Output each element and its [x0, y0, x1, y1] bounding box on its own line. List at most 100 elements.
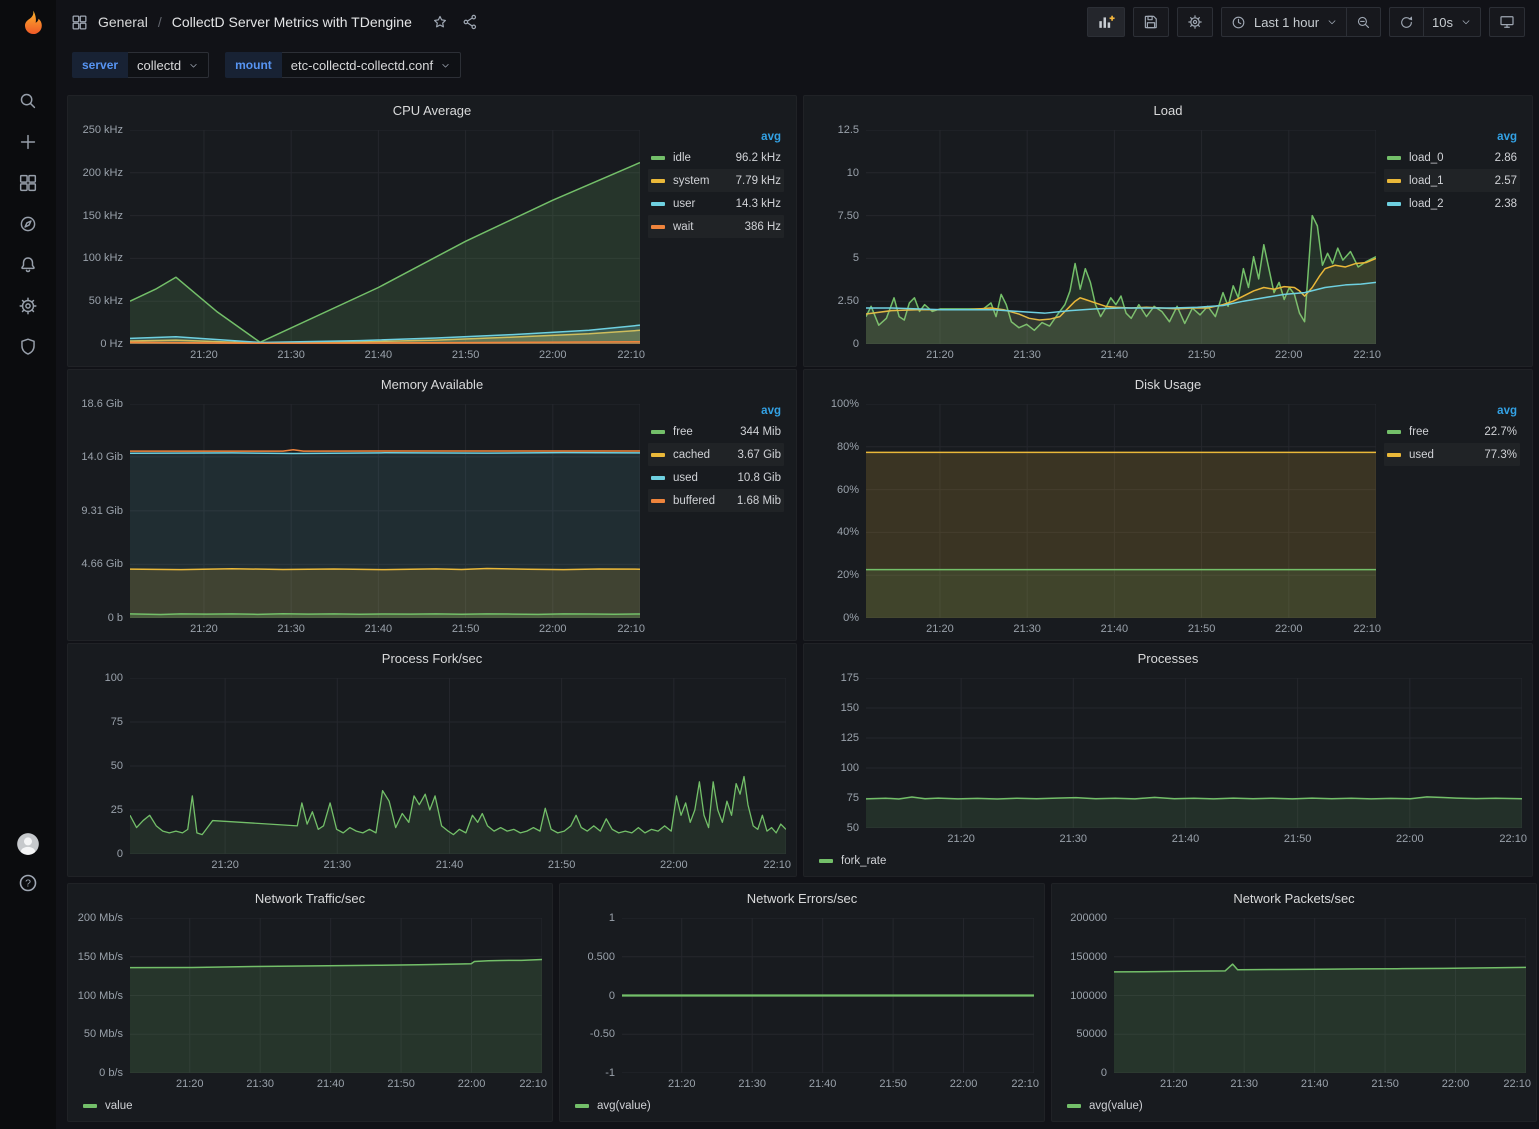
- legend-item[interactable]: used77.3%: [1384, 443, 1520, 466]
- panel-title[interactable]: Memory Available: [68, 370, 796, 398]
- legend-swatch-icon[interactable]: [651, 476, 665, 480]
- legend-item[interactable]: load_12.57: [1384, 169, 1520, 192]
- legend-item[interactable]: fork_rate: [816, 849, 889, 872]
- chart-canvas[interactable]: [130, 678, 786, 854]
- x-axis-label: 21:40: [365, 623, 393, 635]
- legend-item[interactable]: value: [80, 1094, 136, 1117]
- x-axis-label: 22:00: [1275, 349, 1303, 361]
- y-axis-label: 75: [847, 792, 859, 804]
- share-icon[interactable]: [461, 13, 479, 31]
- grafana-logo[interactable]: [0, 0, 56, 44]
- legend-item[interactable]: used10.8 Gib: [648, 466, 784, 489]
- x-axis-label: 21:40: [317, 1078, 345, 1090]
- legend-item[interactable]: system7.79 kHz: [648, 169, 784, 192]
- legend-item[interactable]: load_22.38: [1384, 192, 1520, 215]
- chart-canvas[interactable]: [866, 678, 1522, 828]
- legend-item[interactable]: free22.7%: [1384, 420, 1520, 443]
- legend-swatch-icon[interactable]: [819, 859, 833, 863]
- y-axis-label: 25: [111, 804, 123, 816]
- x-axis-label: 21:20: [1160, 1078, 1188, 1090]
- dashboard-settings-button[interactable]: [1177, 7, 1213, 37]
- x-axis-label: 21:20: [668, 1078, 696, 1090]
- legend-item[interactable]: cached3.67 Gib: [648, 443, 784, 466]
- legend-item[interactable]: avg(value): [572, 1094, 654, 1117]
- panel-title[interactable]: Load: [804, 96, 1532, 124]
- shield-icon: [17, 336, 39, 358]
- sidebar-item-profile[interactable]: [0, 831, 56, 857]
- chart-canvas[interactable]: [622, 918, 1034, 1073]
- panel-title[interactable]: Network Packets/sec: [1052, 884, 1536, 912]
- x-axis-label: 21:40: [809, 1078, 837, 1090]
- panel-title[interactable]: Processes: [804, 644, 1532, 672]
- save-dashboard-button[interactable]: [1133, 7, 1169, 37]
- legend-swatch-icon[interactable]: [1387, 202, 1401, 206]
- add-panel-button[interactable]: [1087, 7, 1125, 37]
- legend-swatch-icon[interactable]: [651, 430, 665, 434]
- legend-swatch-icon[interactable]: [1067, 1104, 1081, 1108]
- legend-item[interactable]: idle96.2 kHz: [648, 146, 784, 169]
- legend-swatch-icon[interactable]: [651, 156, 665, 160]
- refresh-button[interactable]: [1389, 7, 1424, 37]
- y-axis-label: 10: [847, 167, 859, 179]
- sidebar-item-search[interactable]: [10, 88, 46, 114]
- legend-item[interactable]: wait386 Hz: [648, 215, 784, 238]
- legend-avg-header[interactable]: avg: [1384, 403, 1520, 420]
- chevron-down-icon: [188, 60, 199, 71]
- time-range-picker[interactable]: Last 1 hour: [1221, 7, 1347, 37]
- legend-swatch-icon[interactable]: [651, 202, 665, 206]
- chart-canvas[interactable]: [130, 918, 542, 1073]
- sidebar-item-alerting[interactable]: [10, 252, 46, 278]
- legend-swatch-icon[interactable]: [651, 225, 665, 229]
- x-axis-label: 21:50: [548, 859, 576, 871]
- variable-select-mount[interactable]: etc-collectd-collectd.conf: [282, 52, 461, 78]
- y-axis-label: 1: [609, 912, 615, 924]
- variable-select-server[interactable]: collectd: [128, 52, 209, 78]
- panel-title[interactable]: Disk Usage: [804, 370, 1532, 398]
- x-axis-label: 22:10: [617, 349, 645, 361]
- legend-swatch-icon[interactable]: [651, 499, 665, 503]
- panel-cpu-average: CPU Average 0 Hz50 kHz100 kHz150 kHz200 …: [67, 95, 797, 367]
- chart-canvas[interactable]: [130, 404, 640, 618]
- chart-canvas[interactable]: [130, 130, 640, 344]
- legend-item[interactable]: avg(value): [1064, 1094, 1146, 1117]
- chart-canvas[interactable]: [866, 130, 1376, 344]
- legend-swatch-icon[interactable]: [83, 1104, 97, 1108]
- sidebar-item-server-admin[interactable]: [10, 334, 46, 360]
- legend-avg-header[interactable]: avg: [648, 129, 784, 146]
- sidebar-item-configuration[interactable]: [10, 293, 46, 319]
- chart-canvas[interactable]: [1114, 918, 1526, 1073]
- legend-swatch-icon[interactable]: [651, 179, 665, 183]
- legend-swatch-icon[interactable]: [1387, 453, 1401, 457]
- legend-avg-header[interactable]: avg: [648, 403, 784, 420]
- refresh-interval-picker[interactable]: 10s: [1424, 7, 1481, 37]
- zoom-out-time-button[interactable]: [1347, 7, 1381, 37]
- legend-swatch-icon[interactable]: [1387, 179, 1401, 183]
- legend-avg-header[interactable]: avg: [1384, 129, 1520, 146]
- legend-swatch-icon[interactable]: [1387, 156, 1401, 160]
- legend-item[interactable]: user14.3 kHz: [648, 192, 784, 215]
- panel-title[interactable]: CPU Average: [68, 96, 796, 124]
- legend-item[interactable]: buffered1.68 Mib: [648, 489, 784, 512]
- cycle-view-mode-button[interactable]: [1489, 7, 1525, 37]
- panel-title[interactable]: Network Errors/sec: [560, 884, 1044, 912]
- dashboard-title[interactable]: CollectD Server Metrics with TDengine: [172, 14, 412, 30]
- bell-icon: [17, 254, 39, 276]
- legend-item[interactable]: free344 Mib: [648, 420, 784, 443]
- panel-title[interactable]: Network Traffic/sec: [68, 884, 552, 912]
- legend-swatch-icon[interactable]: [1387, 430, 1401, 434]
- chart-canvas[interactable]: [866, 404, 1376, 618]
- x-axis-label: 21:40: [1301, 1078, 1329, 1090]
- sidebar-item-create[interactable]: [10, 129, 46, 155]
- sidebar-item-dashboards[interactable]: [10, 170, 46, 196]
- y-axis-label: 50000: [1076, 1028, 1107, 1040]
- breadcrumb-folder[interactable]: General: [98, 14, 148, 30]
- legend-swatch-icon[interactable]: [651, 453, 665, 457]
- sidebar-item-help[interactable]: ?: [0, 871, 56, 895]
- star-icon[interactable]: [431, 13, 449, 31]
- legend-item[interactable]: load_02.86: [1384, 146, 1520, 169]
- sidebar-item-explore[interactable]: [10, 211, 46, 237]
- x-axis-label: 21:30: [277, 349, 305, 361]
- legend-swatch-icon[interactable]: [575, 1104, 589, 1108]
- panel-title[interactable]: Process Fork/sec: [68, 644, 796, 672]
- legend-avg-value: 96.2 kHz: [730, 152, 781, 164]
